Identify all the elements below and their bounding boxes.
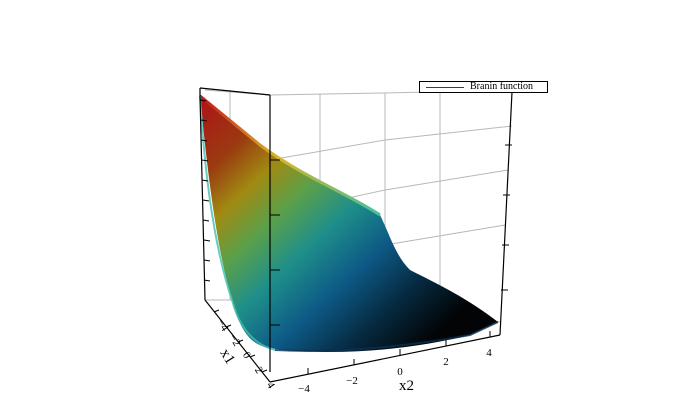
legend-swatch xyxy=(426,87,464,88)
x1-tick-label: 2 xyxy=(252,365,265,376)
x-axis-label: x2 xyxy=(399,378,414,394)
x2-tick-label: −4 xyxy=(298,383,310,395)
x2-tick-label: 2 xyxy=(443,356,449,368)
x1-tick-label: 0 xyxy=(240,350,253,361)
x2-tick-label: 4 xyxy=(486,347,492,359)
x1-axis-ticks xyxy=(213,309,268,373)
x2-tick-labels: −4 −2 0 2 4 xyxy=(298,347,492,395)
x1-tick-label: −4 xyxy=(214,317,231,334)
x2-tick-label: 0 xyxy=(397,366,403,378)
surface-front-edge xyxy=(274,321,499,352)
legend-label: Branin function xyxy=(470,81,534,92)
z-axis-ticks xyxy=(199,99,512,326)
box-edges xyxy=(199,87,513,383)
x2-tick-label: −2 xyxy=(346,375,358,387)
surface-ridge-edge xyxy=(199,94,381,217)
x1-tick-label: 4 xyxy=(264,380,277,391)
surface xyxy=(199,94,499,352)
x1-tick-label: −2 xyxy=(226,332,242,348)
legend: Branin function xyxy=(419,81,548,93)
surface-side-edge xyxy=(199,95,276,351)
x2-axis-ticks xyxy=(307,331,491,374)
